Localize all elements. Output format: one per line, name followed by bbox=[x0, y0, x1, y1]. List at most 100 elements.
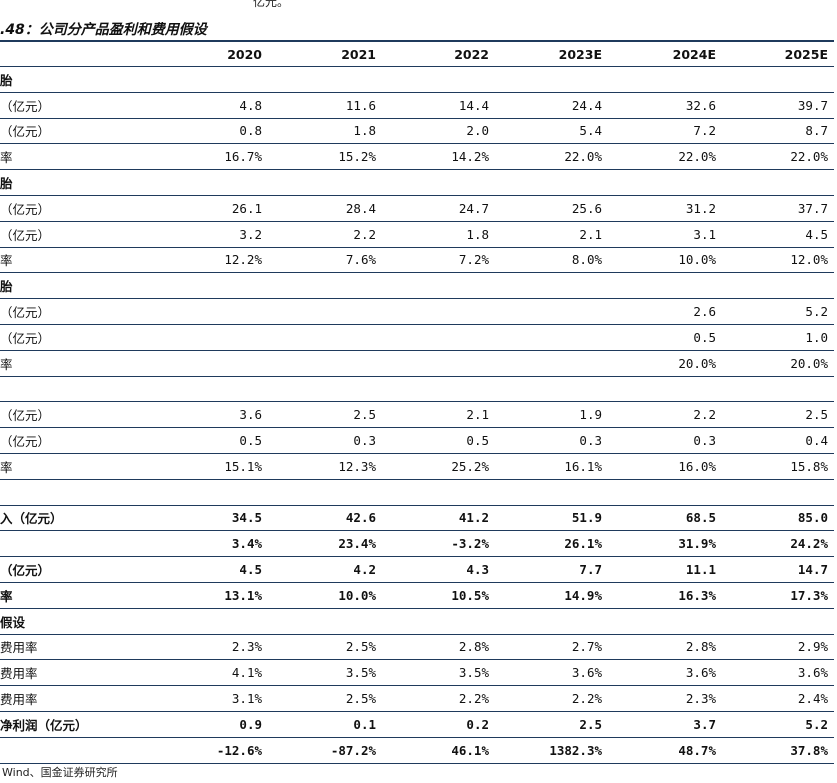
row-value-2024e: 0.3 bbox=[693, 433, 716, 449]
row-value-2023e: 0.3 bbox=[579, 433, 602, 449]
row-value-2022: 2.2% bbox=[458, 691, 489, 707]
row-value-2023e: 3.6% bbox=[571, 665, 602, 681]
row-label: （亿元） bbox=[0, 201, 51, 217]
row-label: （亿元） bbox=[0, 434, 51, 450]
row-value-2025e: 5.2 bbox=[805, 304, 828, 320]
table-row: （亿元） 4.5 4.2 4.3 7.7 11.1 14.7 bbox=[0, 557, 834, 583]
row-label: 率 bbox=[0, 459, 13, 475]
table-row: 假设 bbox=[0, 609, 834, 635]
table-row: 率 20.0% 20.0% bbox=[0, 351, 834, 377]
table-row: （亿元） 0.5 1.0 bbox=[0, 325, 834, 351]
row-value-2025e: 0.4 bbox=[805, 433, 828, 449]
header-row: 2020 2021 2022 2023E 2024E 2025E bbox=[0, 40, 834, 67]
row-value-2022: 14.4 bbox=[458, 97, 489, 113]
row-value-2024e: 2.8% bbox=[685, 639, 716, 655]
table-row: （亿元） 0.8 1.8 2.0 5.4 7.2 8.7 bbox=[0, 119, 834, 145]
row-value-2021: 3.5% bbox=[345, 665, 376, 681]
row-label: （亿元） bbox=[0, 305, 51, 321]
row-value-2023e: 16.1% bbox=[564, 458, 602, 474]
row-label: 费用率 bbox=[0, 666, 38, 682]
row-value-2024e: 16.3% bbox=[678, 587, 716, 603]
table-row bbox=[0, 377, 834, 403]
row-value-2024e: 31.9% bbox=[678, 536, 716, 552]
row-value-2022: 1.8 bbox=[466, 226, 489, 242]
row-value-2023e: 1382.3% bbox=[549, 742, 602, 758]
top-text-fragment: 亿元。 bbox=[253, 0, 290, 9]
table-row: （亿元） 3.2 2.2 1.8 2.1 3.1 4.5 bbox=[0, 222, 834, 248]
row-label: （亿元） bbox=[0, 330, 51, 346]
row-value-2025e: 24.2% bbox=[790, 536, 828, 552]
row-label: （亿元） bbox=[0, 563, 51, 579]
table-row: 胎 bbox=[0, 170, 834, 196]
row-value-2020: 4.1% bbox=[231, 665, 262, 681]
table-row: （亿元） 3.6 2.5 2.1 1.9 2.2 2.5 bbox=[0, 402, 834, 429]
row-value-2023e: 1.9 bbox=[579, 407, 602, 423]
table-row: 费用率 2.3% 2.5% 2.8% 2.7% 2.8% 2.9% bbox=[0, 635, 834, 661]
row-value-2020: -12.6% bbox=[216, 742, 262, 758]
row-value-2022: 0.5 bbox=[466, 433, 489, 449]
row-value-2025e: 2.9% bbox=[797, 639, 828, 655]
row-value-2024e: 11.1 bbox=[685, 562, 716, 578]
row-value-2025e: 85.0 bbox=[797, 510, 828, 526]
row-value-2021: 10.0% bbox=[338, 587, 376, 603]
row-label: （亿元） bbox=[0, 408, 51, 424]
row-value-2024e: 3.6% bbox=[685, 665, 716, 681]
header-2025e: 2025E bbox=[784, 46, 828, 62]
table-row: 率 13.1% 10.0% 10.5% 14.9% 16.3% 17.3% bbox=[0, 583, 834, 609]
row-value-2021: 12.3% bbox=[338, 458, 376, 474]
row-value-2021: 0.1 bbox=[353, 716, 376, 732]
table-row: -12.6% -87.2% 46.1% 1382.3% 48.7% 37.8% bbox=[0, 738, 834, 764]
row-value-2024e: 2.6 bbox=[693, 304, 716, 320]
row-value-2020: 0.9 bbox=[239, 716, 262, 732]
header-2020: 2020 bbox=[227, 46, 262, 62]
row-value-2022: 2.1 bbox=[466, 407, 489, 423]
row-value-2022: 4.3 bbox=[466, 562, 489, 578]
row-label: 胎 bbox=[0, 72, 13, 88]
row-value-2020: 0.8 bbox=[239, 123, 262, 139]
row-label: 费用率 bbox=[0, 640, 38, 656]
assumptions-table: 2020 2021 2022 2023E 2024E 2025E 胎 （亿元） 4.… bbox=[0, 40, 834, 764]
table-row: 率 12.2% 7.6% 7.2% 8.0% 10.0% 12.0% bbox=[0, 248, 834, 274]
row-value-2022: 3.5% bbox=[458, 665, 489, 681]
row-value-2024e: 0.5 bbox=[693, 329, 716, 345]
row-value-2022: 2.8% bbox=[458, 639, 489, 655]
row-value-2024e: 3.7 bbox=[693, 716, 716, 732]
header-2022: 2022 bbox=[454, 46, 489, 62]
row-value-2022: 46.1% bbox=[451, 742, 489, 758]
row-label: （亿元） bbox=[0, 98, 51, 114]
row-value-2023e: 25.6 bbox=[571, 200, 602, 216]
row-value-2023e: 2.1 bbox=[579, 226, 602, 242]
table-row bbox=[0, 480, 834, 506]
row-value-2020: 4.8 bbox=[239, 97, 262, 113]
row-value-2020: 3.4% bbox=[231, 536, 262, 552]
row-value-2025e: 12.0% bbox=[790, 252, 828, 268]
row-label: 假设 bbox=[0, 614, 26, 630]
row-value-2022: 41.2 bbox=[458, 510, 489, 526]
row-value-2020: 16.7% bbox=[224, 149, 262, 165]
row-value-2021: 7.6% bbox=[345, 252, 376, 268]
row-value-2025e: 1.0 bbox=[805, 329, 828, 345]
row-value-2024e: 32.6 bbox=[685, 97, 716, 113]
table-row: （亿元） 4.8 11.6 14.4 24.4 32.6 39.7 bbox=[0, 93, 834, 119]
row-label: （亿元） bbox=[0, 227, 51, 243]
row-value-2021: 2.5% bbox=[345, 691, 376, 707]
row-value-2024e: 22.0% bbox=[678, 149, 716, 165]
row-value-2022: 10.5% bbox=[451, 587, 489, 603]
table-row: 率 15.1% 12.3% 25.2% 16.1% 16.0% 15.8% bbox=[0, 454, 834, 480]
row-value-2023e: 22.0% bbox=[564, 149, 602, 165]
row-value-2025e: 37.8% bbox=[790, 742, 828, 758]
row-label: 费用率 bbox=[0, 692, 38, 708]
row-label: 入（亿元） bbox=[0, 511, 63, 527]
header-2021: 2021 bbox=[341, 46, 376, 62]
row-value-2020: 0.5 bbox=[239, 433, 262, 449]
header-2024e: 2024E bbox=[672, 46, 716, 62]
row-value-2020: 2.3% bbox=[231, 639, 262, 655]
row-value-2024e: 48.7% bbox=[678, 742, 716, 758]
row-value-2023e: 7.7 bbox=[579, 562, 602, 578]
table-row: 胎 bbox=[0, 67, 834, 93]
row-value-2020: 3.1% bbox=[231, 691, 262, 707]
table-row: 净利润（亿元） 0.9 0.1 0.2 2.5 3.7 5.2 bbox=[0, 712, 834, 738]
row-value-2025e: 8.7 bbox=[805, 123, 828, 139]
row-value-2020: 12.2% bbox=[224, 252, 262, 268]
row-value-2023e: 2.5 bbox=[579, 716, 602, 732]
